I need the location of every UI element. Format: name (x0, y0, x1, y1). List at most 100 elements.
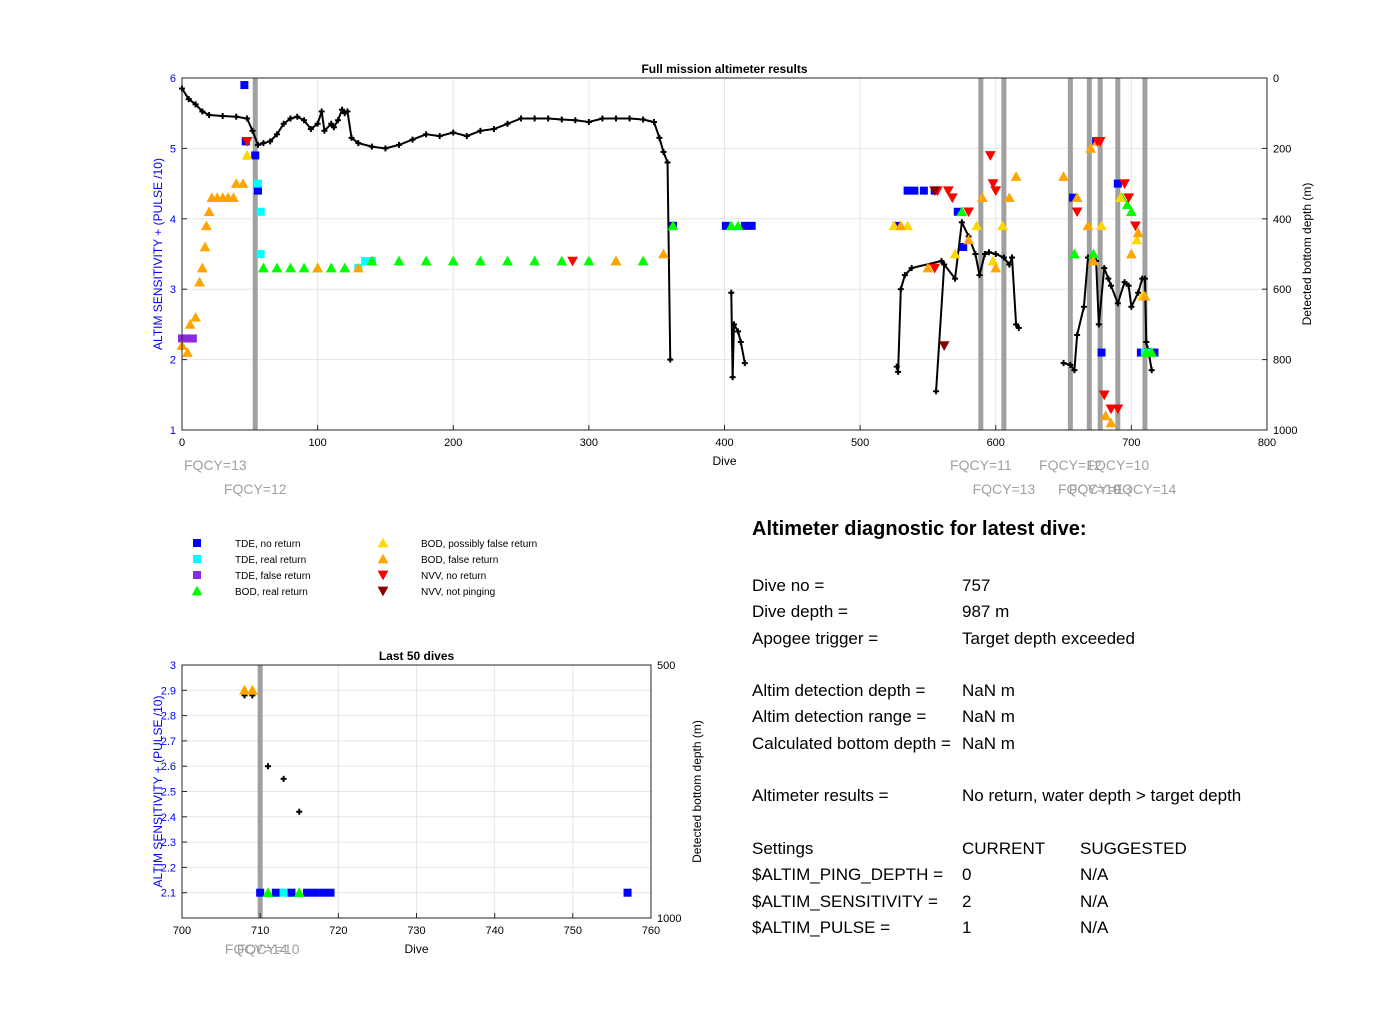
legend-label-nvv_not_pinging: NVV, not pinging (421, 587, 495, 598)
dive-depth-label: Dive depth = (752, 602, 848, 622)
legend: TDE, no return TDE, real return TDE, false… (191, 537, 537, 598)
bod_possibly_false-point (949, 248, 961, 259)
bod_false_return-point (1088, 255, 1099, 266)
bottom-depth-point (328, 120, 335, 127)
sensitivity-row: $ALTIM_SENSITIVITY = 2 N/A (752, 889, 1372, 915)
bottom-depth-point (344, 108, 351, 115)
bottom-depth-point (992, 251, 999, 257)
bod_false_return-point (237, 178, 249, 188)
bod_false_return-point (895, 220, 907, 231)
bottom-depth-point (334, 117, 341, 124)
bod_false_return-point (196, 262, 208, 273)
bod_false_return-point (1058, 171, 1069, 181)
bottom-depth-point (558, 116, 565, 123)
bottom-depth-line (730, 292, 746, 378)
nvv_not_pinging-point (929, 186, 941, 197)
bottom-depth-point (314, 120, 321, 127)
bod_false_return-point (963, 234, 975, 245)
bottom-depth-point (206, 111, 213, 118)
bod_real_return-point (262, 887, 274, 898)
tde_no_return-point (959, 242, 968, 251)
bottom-depth-point (660, 148, 667, 155)
bottom-depth-point (355, 140, 362, 147)
y-tick-label: 2.4 (161, 812, 176, 824)
bottom-depth-point (318, 108, 325, 115)
bod_real_return-point (339, 262, 351, 273)
y2-tick-label: 400 (1273, 214, 1291, 226)
bottom-depth-point (1013, 321, 1020, 328)
y2-axis-label: Detected bottom depth (m) (690, 720, 704, 863)
pulse-suggested: N/A (1080, 917, 1109, 937)
bottom-depth-point (192, 101, 199, 108)
bottom-depth-point (737, 339, 744, 345)
bottom-depth-point (981, 251, 988, 257)
bottom-depth-point (976, 272, 983, 279)
bottom-depth-point (545, 115, 552, 122)
bod_false_return-point (1010, 171, 1022, 181)
bottom-depth-point (1143, 339, 1150, 345)
tde_no_return-point (1097, 348, 1106, 357)
bottom-depth-point (249, 127, 256, 134)
legend-label-tde_real_return: TDE, real return (235, 555, 306, 566)
bottom-depth-point (294, 113, 301, 120)
bottom-depth-point (572, 117, 579, 124)
bod_false_return-point (1082, 220, 1094, 231)
bod_false_return-point (201, 220, 212, 231)
bottom-depth-point (599, 115, 606, 122)
bod_false_return-point (194, 276, 206, 287)
fqcy-label: FQCY=10 (237, 941, 300, 957)
bottom-depth-point (895, 368, 902, 375)
bod_possibly_false-point (888, 220, 900, 231)
bottom-depth-point (1080, 303, 1087, 310)
bod_false_return-point (1085, 143, 1097, 153)
bod_real_return-point (474, 255, 486, 266)
bod_real_return-point (447, 255, 459, 266)
bottom-depth-point (901, 272, 908, 279)
bod_possibly_false-point (1096, 220, 1107, 231)
bottom-depth-point (1114, 300, 1121, 307)
y-tick-label: 2.1 (161, 888, 176, 900)
tde_no_return-point (910, 186, 919, 195)
y-tick-label: 1 (170, 425, 176, 437)
fqcy-label: FQCY=10 (1086, 457, 1149, 473)
y-tick-label: 4 (170, 214, 176, 226)
x-tick-label: 500 (851, 437, 869, 449)
bod_false_return-point (228, 192, 239, 202)
ping-depth-suggested: N/A (1080, 865, 1109, 885)
y-tick-label: 2.7 (161, 736, 176, 748)
tde_no_return-point (318, 888, 327, 897)
bottom-depth-point (1105, 275, 1112, 282)
bod_possibly_false-point (997, 220, 1008, 231)
nvv_no_return-point (1094, 137, 1106, 147)
y-tick-label: 3 (170, 284, 176, 296)
bottom-depth-point (273, 131, 280, 138)
bottom-depth-point (307, 126, 314, 133)
bod_real_return-point (725, 220, 737, 231)
bottom-depth-point (626, 115, 633, 122)
bottom-depth-point (199, 108, 206, 115)
x-tick-label: 600 (987, 437, 1005, 449)
bod_false_return-point (922, 262, 934, 273)
bod_real_return-point (1146, 347, 1158, 357)
x-tick-label: 740 (485, 925, 503, 937)
x-tick-label: 0 (179, 437, 185, 449)
bottom-depth-point (958, 219, 965, 226)
x-tick-label: 710 (251, 925, 269, 937)
bod_false_return-point (1139, 290, 1151, 301)
bottom-depth-point (330, 124, 337, 131)
bottom-depth-point (185, 96, 192, 103)
bottom-depth-point (233, 113, 240, 120)
bottom-depth-point (287, 115, 294, 122)
calculated-bottom-row: Calculated bottom depth = NaN m (752, 731, 1372, 757)
fqcy-label: FQCY=12 (224, 481, 287, 497)
detection-depth-row: Altim detection depth = NaN m (752, 678, 1372, 704)
bod_false_return-point (239, 684, 250, 695)
x-tick-label: 750 (564, 925, 582, 937)
bod_real_return-point (556, 255, 568, 266)
fqcy-label: FQCY=13 (184, 457, 247, 473)
x-tick-label: 700 (1122, 437, 1140, 449)
detection-depth-value: NaN m (962, 681, 1015, 701)
bod_possibly_false-point (1115, 192, 1126, 202)
nvv_no_return-point (1123, 193, 1135, 204)
bottom-depth-point (382, 145, 389, 152)
